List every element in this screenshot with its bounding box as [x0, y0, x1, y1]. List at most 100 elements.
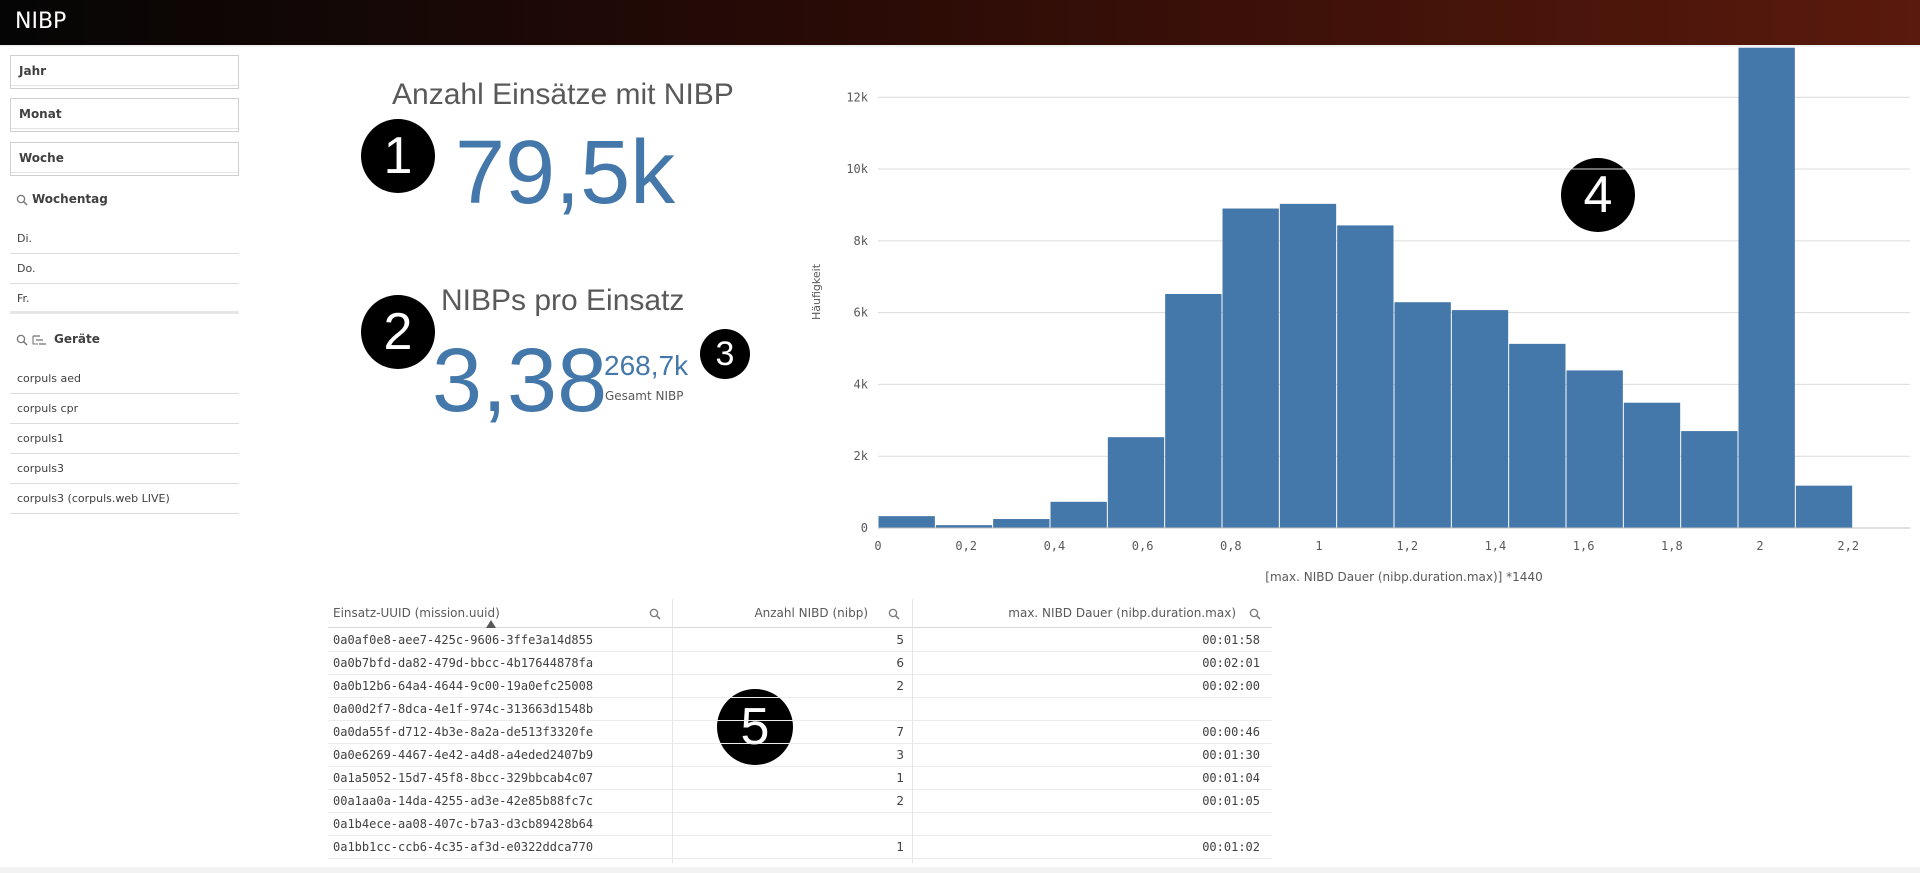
- table-row[interactable]: 0a00d2f7-8dca-4e1f-974c-313663d1548b: [328, 698, 1272, 721]
- cell-uuid: 0a0b12b6-64a4-4644-9c00-19a0efc25008: [333, 679, 594, 693]
- cell-nibp: [672, 813, 904, 836]
- table-row[interactable]: 0a0af0e8-aee7-425c-9606-3ffe3a14d855 5 00:…: [328, 629, 1272, 652]
- search-icon[interactable]: [888, 608, 900, 620]
- table-row[interactable]: 0a0b12b6-64a4-4644-9c00-19a0efc25008 2 00:…: [328, 675, 1272, 698]
- histogram-bar[interactable]: [1279, 203, 1337, 528]
- x-tick-label: 0: [874, 539, 881, 553]
- list-item[interactable]: corpuls1: [10, 424, 239, 454]
- y-tick-label: 0: [861, 521, 868, 535]
- filter-woche[interactable]: Woche: [10, 142, 239, 176]
- histogram-bar[interactable]: [935, 525, 993, 528]
- cell-uuid: 00a1aa0a-14da-4255-ad3e-42e85b88fc7c: [333, 794, 594, 808]
- histogram-bar[interactable]: [1795, 485, 1853, 528]
- histogram-bar[interactable]: [1623, 402, 1681, 528]
- kpi2-secondary-value: 268,7k: [604, 350, 689, 381]
- list-item[interactable]: Fr.: [10, 284, 239, 314]
- filter-woche-label: Woche: [19, 151, 64, 165]
- filter-geraete-label: Geräte: [54, 332, 100, 346]
- kpi2-title: NIBPs pro Einsatz: [441, 284, 685, 317]
- sort-ascending-icon: [486, 620, 496, 628]
- x-tick-label: 2,2: [1837, 539, 1859, 553]
- x-tick-label: 1: [1315, 539, 1322, 553]
- list-item[interactable]: Di.: [10, 224, 239, 254]
- histogram-bar[interactable]: [1165, 293, 1222, 528]
- histogram-bar[interactable]: [993, 519, 1050, 528]
- table-row[interactable]: 0a0b7bfd-da82-479d-bbcc-4b17644878fa 6 00:…: [328, 652, 1272, 675]
- histogram-chart: 0 2k 4k 6k 8k 10k 12k 0 0,2 0,4 0,6 0,8 1 1,2 1,4 1,6 1…: [810, 47, 1910, 584]
- cell-uuid: 0a1b4ece-aa08-407c-b7a3-d3cb89428b64: [333, 817, 594, 831]
- x-tick-label: 0,6: [1132, 539, 1154, 553]
- cell-duration: 00:01:58: [1202, 633, 1260, 647]
- histogram-bar[interactable]: [878, 516, 935, 528]
- search-icon[interactable]: [649, 608, 661, 620]
- filter-wochentag-label: Wochentag: [32, 192, 108, 206]
- column-header-uuid[interactable]: Einsatz-UUID (mission.uuid): [333, 606, 500, 620]
- cell-nibp: 5: [896, 633, 904, 647]
- cell-duration: 00:01:04: [1202, 771, 1260, 785]
- marker-2: 2: [361, 295, 435, 369]
- search-icon[interactable]: [16, 334, 28, 346]
- filter-wochentag-title[interactable]: Wochentag: [16, 192, 108, 206]
- filter-monat[interactable]: Monat: [10, 98, 239, 132]
- cell-nibp: 1: [896, 771, 904, 785]
- cell-uuid: 0a00d2f7-8dca-4e1f-974c-313663d1548b: [333, 702, 594, 716]
- app-header: NIBP: [0, 0, 1920, 45]
- table-row[interactable]: 0a1bb1cc-ccb6-4c35-af3d-e0322ddca770 1 00:…: [328, 836, 1272, 859]
- drilldown-icon: [32, 334, 46, 345]
- cell-nibp: [672, 698, 904, 721]
- cell-duration: 00:01:30: [1202, 748, 1260, 762]
- cell-uuid: 0a0e6269-4467-4e42-a4d8-a4eded2407b9: [333, 748, 594, 762]
- histogram-bar[interactable]: [1451, 310, 1509, 528]
- x-tick-label: 1,4: [1485, 539, 1507, 553]
- x-tick-label: 0,4: [1044, 539, 1066, 553]
- cell-uuid: 0a0af0e8-aee7-425c-9606-3ffe3a14d855: [333, 633, 594, 647]
- cell-duration: [912, 813, 1260, 836]
- histogram-bar[interactable]: [1566, 370, 1623, 528]
- x-axis-label: [max. NIBD Dauer (nibp.duration.max)] *1…: [1265, 570, 1542, 584]
- search-icon[interactable]: [1249, 608, 1261, 620]
- y-tick-label: 4k: [854, 377, 869, 391]
- histogram-bar[interactable]: [1050, 501, 1107, 528]
- filter-jahr-label: Jahr: [19, 64, 47, 78]
- column-header-nibp[interactable]: Anzahl NIBD (nibp): [754, 606, 868, 620]
- histogram-bar[interactable]: [1222, 208, 1279, 528]
- list-item[interactable]: corpuls3: [10, 454, 239, 484]
- column-header-duration[interactable]: max. NIBD Dauer (nibp.duration.max): [1008, 606, 1236, 620]
- table-row[interactable]: 0a1b4ece-aa08-407c-b7a3-d3cb89428b64: [328, 813, 1272, 836]
- list-item[interactable]: corpuls aed: [10, 364, 239, 394]
- x-tick-label: 1,8: [1661, 539, 1683, 553]
- y-tick-label: 12k: [846, 90, 868, 104]
- cell-duration: 00:01:05: [1202, 794, 1260, 808]
- kpi1-value: 79,5k: [455, 123, 676, 223]
- x-tick-label: 0,8: [1220, 539, 1242, 553]
- cell-nibp: 6: [896, 656, 904, 670]
- table-row[interactable]: 0a0da55f-d712-4b3e-8a2a-de513f3320fe 7 00:…: [328, 721, 1272, 744]
- table-row[interactable]: 0a1a5052-15d7-45f8-8bcc-329bbcab4c07 1 00:…: [328, 767, 1272, 790]
- histogram-bar[interactable]: [1107, 437, 1165, 528]
- kpi2-value: 3,38: [432, 331, 608, 431]
- histogram-bar[interactable]: [1394, 302, 1451, 528]
- list-item[interactable]: corpuls3 (corpuls.web LIVE): [10, 484, 239, 514]
- list-item[interactable]: Do.: [10, 254, 239, 284]
- histogram-bar[interactable]: [1509, 343, 1566, 528]
- histogram-bar[interactable]: [1337, 225, 1394, 528]
- filter-jahr[interactable]: Jahr: [10, 55, 239, 89]
- table-row[interactable]: 00a1aa0a-14da-4255-ad3e-42e85b88fc7c 2 00:…: [328, 790, 1272, 813]
- x-tick-label: 1,2: [1396, 539, 1418, 553]
- cell-nibp: 3: [896, 748, 904, 762]
- y-tick-label: 8k: [854, 234, 869, 248]
- table-row[interactable]: 0a0e6269-4467-4e42-a4d8-a4eded2407b9 3 00:…: [328, 744, 1272, 767]
- cell-uuid: 0a0da55f-d712-4b3e-8a2a-de513f3320fe: [333, 725, 594, 739]
- marker-5: 5: [717, 689, 793, 765]
- list-item[interactable]: corpuls cpr: [10, 394, 239, 424]
- cell-nibp: 2: [896, 679, 904, 693]
- histogram-bar[interactable]: [1738, 47, 1795, 529]
- filter-geraete-title[interactable]: Geräte: [16, 332, 100, 346]
- histogram-bar[interactable]: [1681, 431, 1738, 528]
- search-icon[interactable]: [16, 194, 28, 206]
- cell-duration: 00:01:02: [1202, 840, 1260, 854]
- table-header: Einsatz-UUID (mission.uuid) Anzahl NIBD …: [328, 599, 1272, 628]
- marker-3: 3: [700, 329, 750, 379]
- cell-uuid: 0a0b7bfd-da82-479d-bbcc-4b17644878fa: [333, 656, 594, 670]
- cell-uuid: 0a1bb1cc-ccb6-4c35-af3d-e0322ddca770: [333, 840, 594, 854]
